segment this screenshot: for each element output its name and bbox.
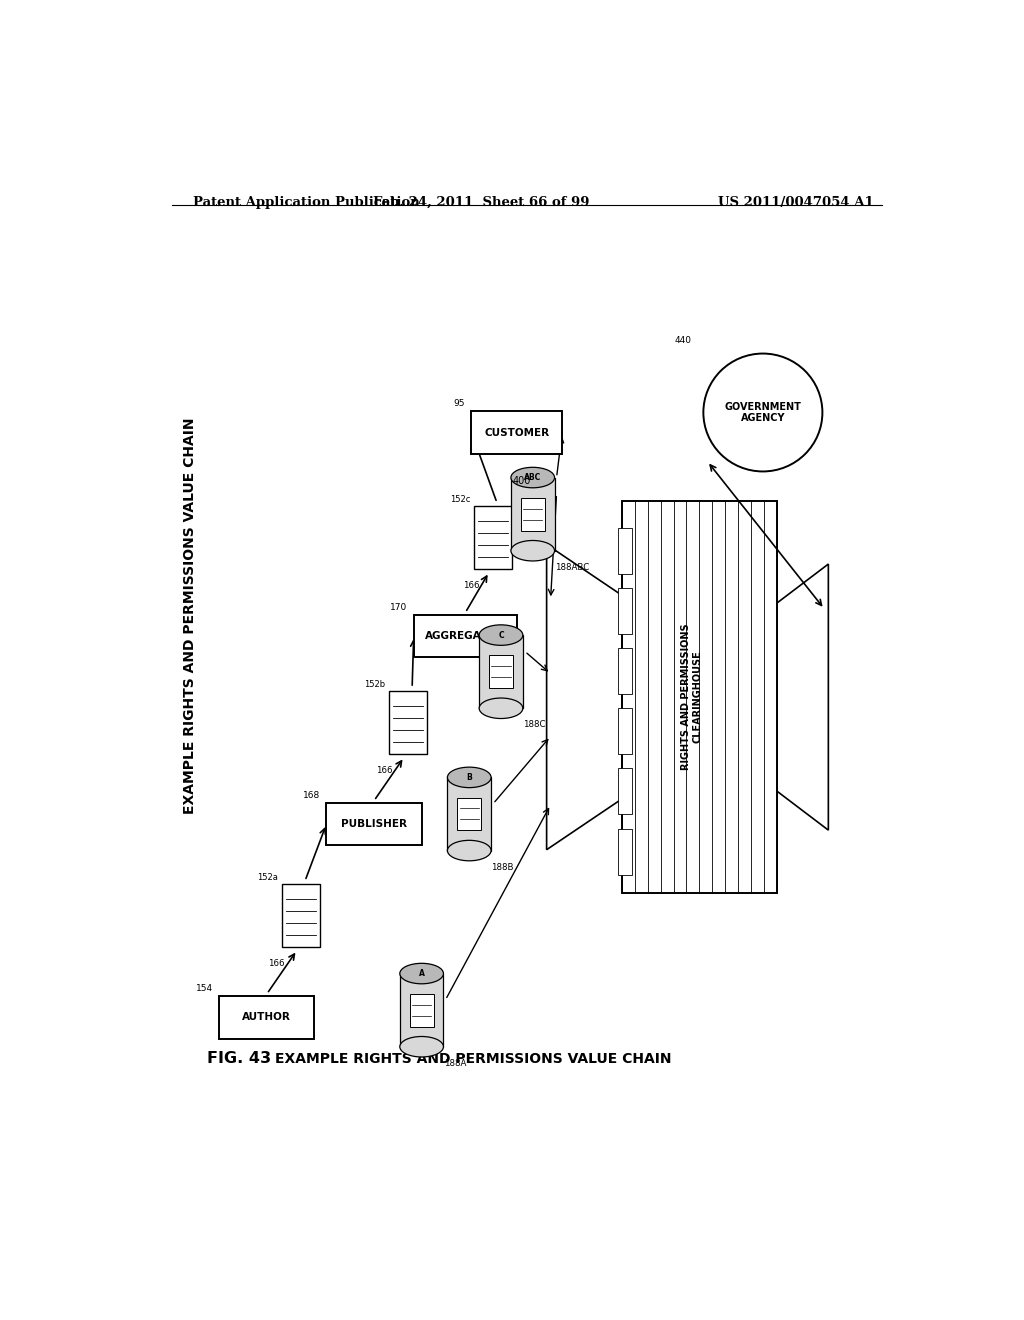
Text: Feb. 24, 2011  Sheet 66 of 99: Feb. 24, 2011 Sheet 66 of 99 [373, 195, 590, 209]
Text: AUTHOR: AUTHOR [243, 1012, 291, 1022]
FancyBboxPatch shape [511, 478, 555, 550]
FancyBboxPatch shape [618, 768, 633, 814]
Text: 188B: 188B [492, 863, 514, 871]
Text: AGGREGATOR: AGGREGATOR [425, 631, 505, 642]
FancyBboxPatch shape [474, 506, 512, 569]
FancyBboxPatch shape [521, 498, 545, 531]
Polygon shape [777, 564, 828, 830]
Ellipse shape [511, 540, 555, 561]
FancyBboxPatch shape [327, 803, 422, 846]
Text: Patent Application Publication: Patent Application Publication [194, 195, 420, 209]
Text: 440: 440 [675, 337, 691, 346]
Text: GOVERNMENT
AGENCY: GOVERNMENT AGENCY [724, 401, 802, 424]
Ellipse shape [511, 467, 555, 488]
FancyBboxPatch shape [471, 412, 562, 454]
Text: US 2011/0047054 A1: US 2011/0047054 A1 [718, 195, 873, 209]
Text: EXAMPLE RIGHTS AND PERMISSIONS VALUE CHAIN: EXAMPLE RIGHTS AND PERMISSIONS VALUE CHA… [274, 1052, 672, 1067]
Ellipse shape [447, 841, 492, 861]
FancyBboxPatch shape [458, 797, 481, 830]
Ellipse shape [703, 354, 822, 471]
Text: 166: 166 [376, 766, 392, 775]
FancyBboxPatch shape [410, 994, 433, 1027]
Text: 152c: 152c [450, 495, 470, 504]
Ellipse shape [399, 964, 443, 983]
Text: 168: 168 [303, 791, 321, 800]
FancyBboxPatch shape [618, 587, 633, 634]
FancyBboxPatch shape [282, 884, 321, 948]
FancyBboxPatch shape [618, 709, 633, 754]
Text: 152a: 152a [257, 873, 278, 882]
Text: B: B [466, 774, 472, 781]
Text: 95: 95 [454, 400, 465, 408]
Text: 188ABC: 188ABC [555, 562, 589, 572]
Text: 170: 170 [390, 603, 408, 611]
Text: FIG. 43: FIG. 43 [207, 1051, 271, 1067]
Text: CUSTOMER: CUSTOMER [484, 428, 550, 438]
FancyBboxPatch shape [414, 615, 517, 657]
Ellipse shape [399, 1036, 443, 1057]
Text: 166: 166 [268, 958, 285, 968]
FancyBboxPatch shape [618, 528, 633, 574]
Text: 188C: 188C [523, 721, 546, 730]
Text: 188A: 188A [443, 1059, 466, 1068]
FancyBboxPatch shape [489, 655, 513, 688]
Text: A: A [419, 969, 425, 978]
FancyBboxPatch shape [389, 690, 427, 754]
FancyBboxPatch shape [447, 777, 492, 850]
FancyBboxPatch shape [622, 502, 777, 892]
Text: 154: 154 [196, 983, 213, 993]
Text: C: C [499, 631, 504, 640]
Text: RIGHTS AND PERMISSIONS
CLEARINGHOUSE: RIGHTS AND PERMISSIONS CLEARINGHOUSE [681, 624, 702, 771]
FancyBboxPatch shape [618, 829, 633, 875]
Ellipse shape [479, 698, 523, 718]
Text: EXAMPLE RIGHTS AND PERMISSIONS VALUE CHAIN: EXAMPLE RIGHTS AND PERMISSIONS VALUE CHA… [183, 417, 197, 814]
Ellipse shape [447, 767, 492, 788]
Text: 400: 400 [512, 477, 530, 486]
Text: 152b: 152b [364, 680, 385, 689]
Polygon shape [547, 544, 622, 850]
Ellipse shape [479, 624, 523, 645]
FancyBboxPatch shape [479, 635, 523, 709]
Text: PUBLISHER: PUBLISHER [341, 820, 407, 829]
FancyBboxPatch shape [618, 648, 633, 694]
Text: 166: 166 [463, 581, 479, 590]
FancyBboxPatch shape [219, 995, 314, 1039]
Text: ABC: ABC [524, 473, 542, 482]
FancyBboxPatch shape [399, 974, 443, 1047]
